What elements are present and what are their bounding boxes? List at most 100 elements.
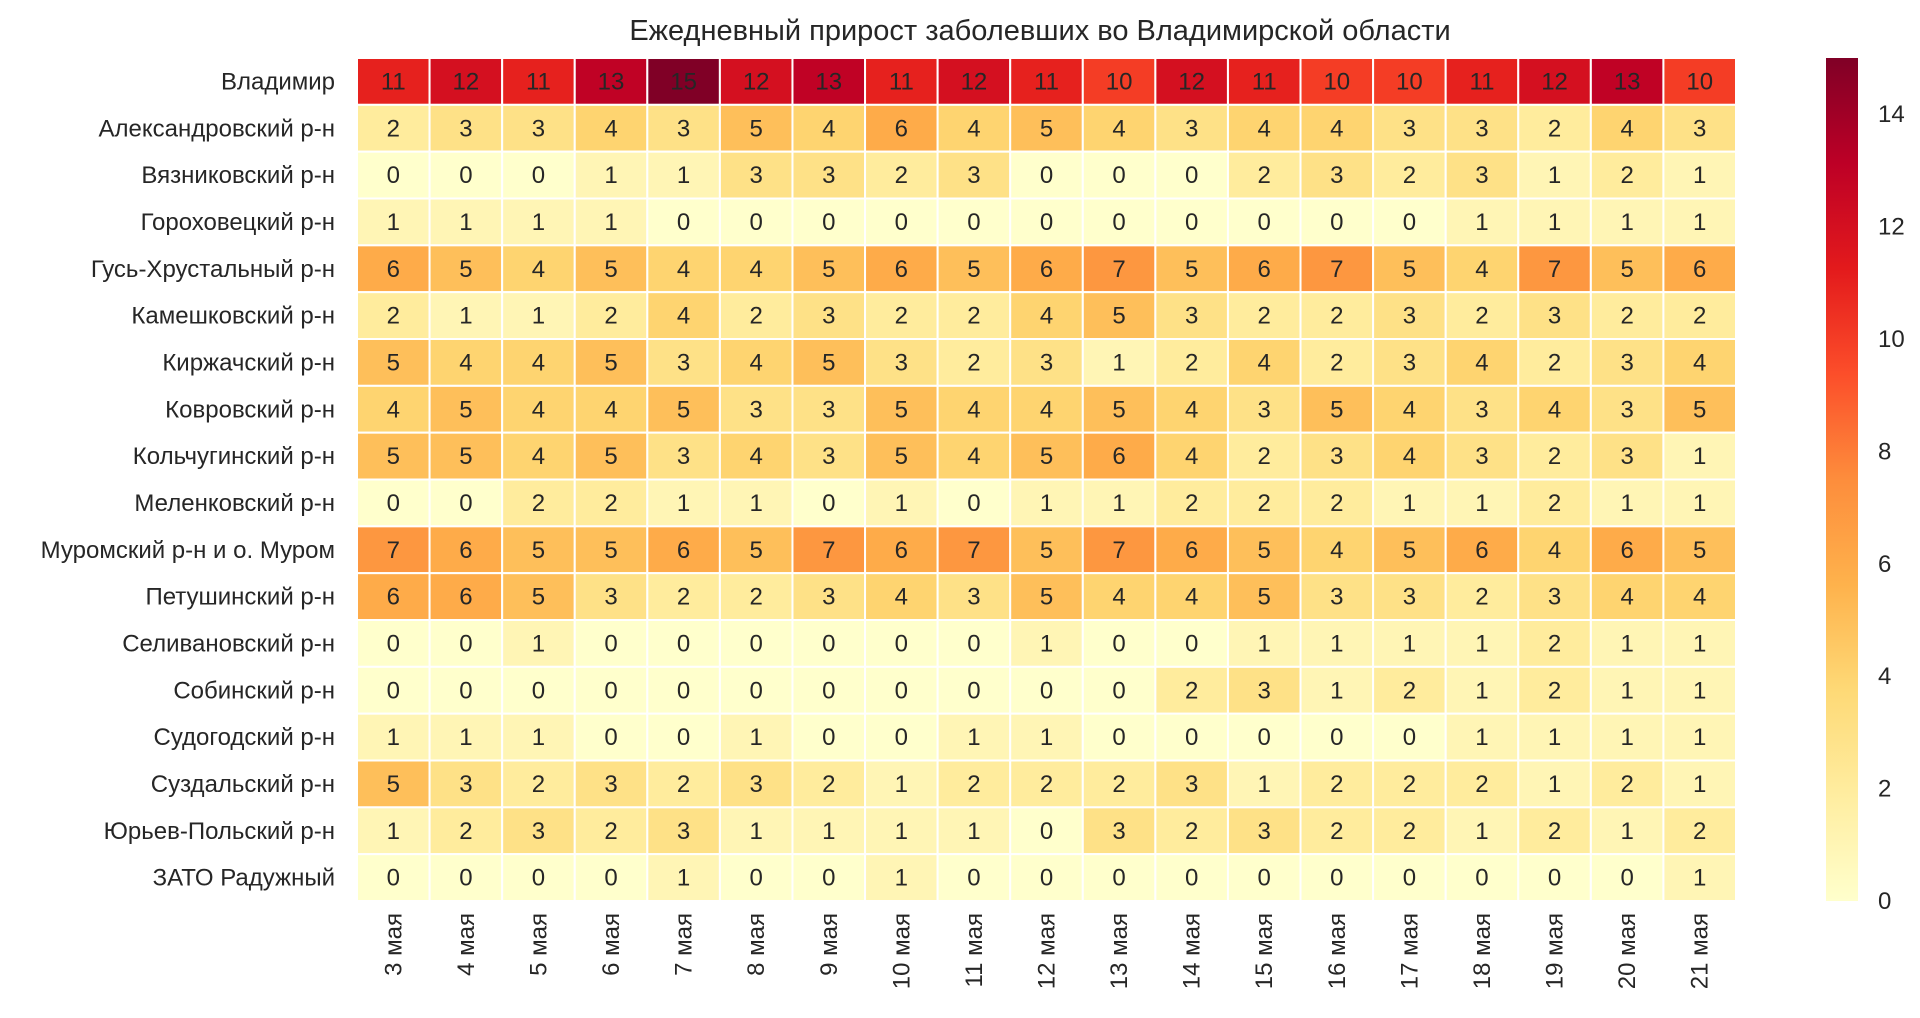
cell-value-label: 3 bbox=[967, 162, 980, 189]
cell-value-label: 1 bbox=[1620, 490, 1633, 517]
heatmap-cell bbox=[1444, 478, 1520, 528]
cell-value-label: 0 bbox=[822, 209, 835, 236]
row-label: Муромский р-н и о. Муром bbox=[41, 537, 335, 564]
heatmap-cell bbox=[1154, 759, 1229, 809]
cell-value-label: 0 bbox=[1403, 209, 1416, 236]
cell-value-label: 3 bbox=[459, 115, 472, 142]
cell-value-label: 0 bbox=[750, 630, 763, 657]
heatmap-cell bbox=[864, 572, 939, 622]
cell-value-label: 1 bbox=[750, 490, 763, 517]
cell-value-label: 4 bbox=[750, 256, 763, 283]
heatmap-cell bbox=[1226, 338, 1302, 387]
heatmap-cell bbox=[1081, 150, 1157, 200]
cell-value-label: 0 bbox=[1040, 865, 1053, 892]
cell-value-label: 0 bbox=[967, 865, 980, 892]
column-labels: 3 мая 4 мая 5 мая 6 мая 7 мая 8 мая 9 мая 10 ма… bbox=[380, 913, 1713, 989]
heatmap-cell bbox=[646, 478, 721, 528]
cell-value-label: 3 bbox=[1330, 584, 1343, 611]
cell-value-label: 5 bbox=[1693, 396, 1706, 423]
cell-value-label: 0 bbox=[1330, 865, 1343, 892]
cell-value-label: 2 bbox=[677, 584, 690, 611]
row-label: Александровский р-н bbox=[99, 115, 335, 142]
cell-value-label: 3 bbox=[822, 443, 835, 470]
cell-value-label: 10 bbox=[1396, 68, 1423, 95]
cell-value-label: 0 bbox=[1112, 724, 1125, 751]
heatmap-cell bbox=[1009, 431, 1084, 481]
cell-value-label: 0 bbox=[1403, 724, 1416, 751]
row-label: Кольчугинский р-н bbox=[133, 443, 335, 470]
cell-value-label: 6 bbox=[459, 537, 472, 564]
heatmap-cell bbox=[1517, 853, 1592, 903]
heatmap-cell bbox=[1589, 150, 1665, 200]
heatmap-cell bbox=[356, 244, 431, 294]
heatmap-cell bbox=[1009, 197, 1084, 247]
cell-value-label: 2 bbox=[1330, 771, 1343, 798]
heatmap-cell bbox=[1444, 572, 1520, 622]
cell-value-label: 1 bbox=[1475, 677, 1488, 704]
heatmap-cell bbox=[1081, 806, 1157, 856]
heatmap-cell bbox=[356, 291, 431, 340]
cell-value-label: 2 bbox=[1620, 162, 1633, 189]
row-label: Владимир bbox=[221, 68, 335, 95]
cell-value-label: 2 bbox=[1330, 303, 1343, 330]
heatmap-cell bbox=[1444, 384, 1520, 434]
cell-value-label: 1 bbox=[532, 630, 545, 657]
cell-value-label: 1 bbox=[1548, 209, 1561, 236]
heatmap-cell bbox=[1589, 197, 1665, 247]
heatmap-cell bbox=[1517, 478, 1592, 528]
cell-value-label: 6 bbox=[1693, 256, 1706, 283]
colorbar-tick-label: 10 bbox=[1878, 326, 1905, 353]
cell-value-label: 0 bbox=[604, 724, 617, 751]
cell-value-label: 5 bbox=[1040, 115, 1053, 142]
cell-value-label: 3 bbox=[604, 584, 617, 611]
cell-value-label: 4 bbox=[1185, 396, 1198, 423]
cell-value-label: 4 bbox=[1693, 584, 1706, 611]
cell-value-label: 2 bbox=[967, 349, 980, 376]
heatmap-cell bbox=[864, 478, 939, 528]
heatmap-cell bbox=[1372, 338, 1447, 387]
cell-value-label: 3 bbox=[1185, 303, 1198, 330]
cell-value-label: 2 bbox=[1403, 677, 1416, 704]
heatmap-cell bbox=[1662, 806, 1737, 856]
heatmap-cell bbox=[1517, 525, 1592, 575]
heatmap-cell bbox=[791, 478, 867, 528]
heatmap-cell bbox=[1662, 244, 1737, 294]
cell-value-label: 0 bbox=[822, 865, 835, 892]
cell-value-label: 5 bbox=[750, 537, 763, 564]
heatmap-cell bbox=[1226, 572, 1302, 622]
cell-value-label: 6 bbox=[1258, 256, 1271, 283]
cell-value-label: 0 bbox=[387, 162, 400, 189]
cell-value-label: 1 bbox=[532, 209, 545, 236]
heatmap-cell bbox=[428, 338, 504, 387]
cell-value-label: 5 bbox=[1185, 256, 1198, 283]
heatmap-cell bbox=[1226, 665, 1302, 715]
cell-value-label: 0 bbox=[967, 630, 980, 657]
cell-value-label: 4 bbox=[1475, 256, 1488, 283]
cell-value-label: 2 bbox=[1548, 490, 1561, 517]
heatmap-cell bbox=[1154, 103, 1229, 153]
cell-value-label: 5 bbox=[1112, 303, 1125, 330]
heatmap-cell bbox=[501, 244, 576, 294]
cell-value-label: 4 bbox=[822, 115, 835, 142]
cell-value-label: 4 bbox=[677, 256, 690, 283]
cell-value-label: 5 bbox=[1040, 537, 1053, 564]
cell-value-label: 5 bbox=[895, 443, 908, 470]
cell-value-label: 6 bbox=[1112, 443, 1125, 470]
column-label: 15 мая bbox=[1251, 913, 1278, 989]
cell-value-label: 1 bbox=[895, 771, 908, 798]
cell-value-label: 3 bbox=[1403, 303, 1416, 330]
heatmap-cell bbox=[936, 244, 1012, 294]
cell-value-label: 5 bbox=[1112, 396, 1125, 423]
heatmap-cell bbox=[1299, 759, 1375, 809]
heatmap-cell bbox=[1444, 431, 1520, 481]
cell-value-label: 13 bbox=[598, 68, 625, 95]
cell-value-label: 1 bbox=[459, 209, 472, 236]
cell-value-label: 4 bbox=[604, 115, 617, 142]
cell-value-label: 3 bbox=[822, 303, 835, 330]
heatmap-cell bbox=[1662, 665, 1737, 715]
cell-value-label: 1 bbox=[1330, 677, 1343, 704]
heatmap-cell bbox=[356, 806, 431, 856]
cell-value-label: 11 bbox=[1252, 68, 1277, 95]
cell-value-label: 0 bbox=[1112, 162, 1125, 189]
cell-value-label: 7 bbox=[1112, 256, 1125, 283]
